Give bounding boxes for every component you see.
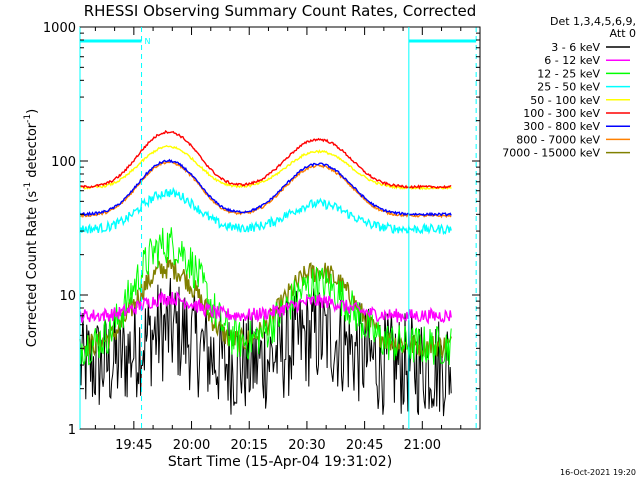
series-line-300-800-keV: [79, 158, 452, 217]
legend-label: 6 - 12 keV: [544, 54, 600, 67]
x-tick-label: 19:45: [115, 438, 152, 453]
chart-title: RHESSI Observing Summary Count Rates, Co…: [84, 2, 477, 20]
y-axis-label-mid: detector: [25, 122, 40, 182]
series-layer: [79, 130, 452, 417]
series-line-800-7000-keV: [79, 160, 452, 219]
marker-layer: N: [79, 27, 477, 429]
night-marker-label: N: [145, 37, 151, 46]
y-axis-label-end: ): [25, 109, 40, 114]
x-tick-label: 21:00: [404, 438, 441, 453]
legend-label: 7000 - 15000 keV: [502, 147, 600, 160]
plot-area: N 1 10 100 1000 19:45 20:00 20:15 20:30 20:45 21:…: [43, 21, 481, 453]
y-axis-label-sup2: -1: [23, 114, 33, 123]
legend-header-line: Att 0: [610, 27, 636, 40]
series-line-100-300-keV: [79, 130, 452, 190]
legend-header-line: Det 1,3,4,5,6,9,: [550, 15, 636, 28]
y-axis-label-main: Corrected Count Rate (s: [25, 191, 40, 348]
x-tick-label: 20:30: [288, 438, 325, 453]
legend-label: 300 - 800 keV: [523, 120, 600, 133]
legend-label: 100 - 300 keV: [523, 107, 600, 120]
series-line-50-100-keV: [79, 144, 452, 191]
x-axis-label: Start Time (15-Apr-04 19:31:02): [168, 454, 392, 470]
x-tick-label: 20:45: [346, 438, 383, 453]
footer-date: 16-Oct-2021 19:20: [560, 468, 636, 477]
y-tick-label: 1: [68, 423, 76, 438]
y-tick-label: 1000: [43, 21, 76, 36]
series-line-6-12-keV: [79, 290, 452, 325]
x-tick-label: 20:15: [230, 438, 267, 453]
y-tick-label: 100: [51, 155, 76, 170]
axis-layer: 1 10 100 1000 19:45 20:00 20:15 20:30 20:45 21:00: [43, 21, 480, 453]
y-axis-label: Corrected Count Rate (s-1 detector-1): [23, 109, 40, 347]
legend-label: 12 - 25 keV: [537, 67, 600, 80]
legend-label: 25 - 50 keV: [537, 81, 600, 94]
legend-label: 800 - 7000 keV: [516, 133, 600, 146]
y-tick-label: 10: [59, 289, 76, 304]
x-tick-label: 20:00: [173, 438, 210, 453]
legend-label: 50 - 100 keV: [530, 94, 600, 107]
y-axis-label-sup1: -1: [23, 182, 33, 191]
legend-label: 3 - 6 keV: [551, 41, 600, 54]
